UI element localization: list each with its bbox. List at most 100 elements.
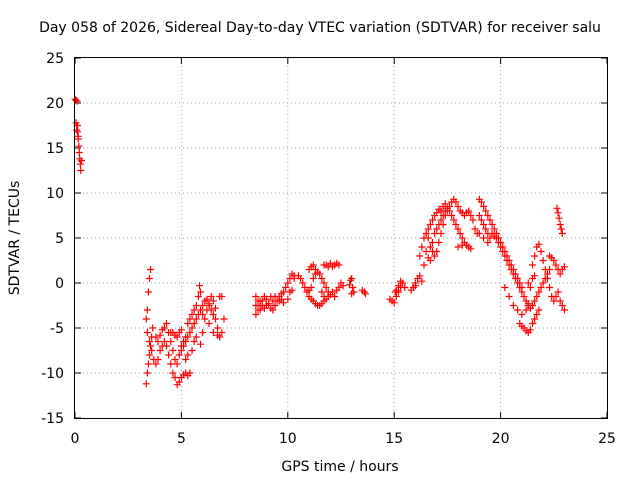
data-point <box>557 225 565 233</box>
data-point <box>167 338 175 345</box>
data-point <box>556 270 564 278</box>
y-tick-label: 25 <box>46 51 64 67</box>
data-point <box>280 288 288 296</box>
data-point <box>454 243 462 251</box>
data-point <box>535 240 543 248</box>
data-point <box>556 297 564 305</box>
data-point <box>505 261 513 269</box>
data-point <box>145 351 153 359</box>
data-point <box>156 331 164 339</box>
data-point <box>526 304 534 312</box>
x-tick-label: 25 <box>598 431 616 447</box>
data-point <box>145 275 153 282</box>
data-point <box>537 284 545 291</box>
data-point <box>397 277 405 285</box>
data-point <box>446 207 454 215</box>
data-point <box>452 198 460 206</box>
data-point <box>171 374 179 381</box>
data-point <box>475 212 483 219</box>
data-point <box>441 200 449 208</box>
data-point <box>526 284 534 291</box>
data-point <box>201 315 209 323</box>
x-tick-label: 20 <box>492 431 510 447</box>
x-tick-label: 15 <box>385 431 403 447</box>
data-point <box>514 279 522 287</box>
data-point <box>214 324 222 332</box>
data-point <box>429 216 437 224</box>
data-point <box>322 284 330 291</box>
data-point <box>437 207 445 215</box>
data-point <box>318 288 326 296</box>
data-point <box>209 311 217 318</box>
data-point <box>177 326 185 334</box>
data-point <box>560 263 568 271</box>
data-point <box>392 293 400 300</box>
data-point <box>309 261 317 269</box>
data-point <box>297 275 305 282</box>
series-peak-16.2-19h <box>416 195 481 269</box>
data-point <box>263 302 271 309</box>
data-point <box>518 311 526 318</box>
data-point <box>173 333 181 341</box>
data-point <box>167 360 175 368</box>
data-point <box>184 320 192 327</box>
data-point <box>516 284 524 291</box>
data-point <box>192 333 200 341</box>
data-point <box>450 216 458 224</box>
data-point <box>394 282 402 290</box>
y-tick-label: 15 <box>46 141 64 157</box>
data-point <box>429 239 437 246</box>
data-point <box>424 225 432 233</box>
data-point <box>160 324 168 332</box>
data-point <box>480 221 488 228</box>
data-point <box>518 288 526 296</box>
data-point <box>171 356 179 363</box>
data-point <box>256 297 264 305</box>
data-point <box>182 338 190 345</box>
series-arc-3.5h <box>142 266 194 389</box>
data-point <box>252 302 260 309</box>
data-point <box>218 329 226 336</box>
data-point <box>72 96 80 104</box>
data-point <box>199 329 207 336</box>
series-cluster-10.5-12h <box>294 259 347 309</box>
data-point <box>209 329 217 336</box>
data-point <box>320 279 328 287</box>
data-point <box>284 295 292 303</box>
y-tick-label: 20 <box>46 96 64 112</box>
data-point <box>252 293 260 300</box>
data-point <box>190 306 198 314</box>
data-point <box>501 284 509 291</box>
data-point <box>484 239 492 246</box>
data-point <box>143 369 151 377</box>
data-point <box>486 216 494 224</box>
data-point <box>284 279 292 287</box>
data-point <box>169 347 177 354</box>
data-point <box>74 122 82 129</box>
data-point <box>186 315 194 323</box>
data-point <box>471 225 479 233</box>
data-point <box>509 270 517 278</box>
data-point <box>192 315 200 323</box>
data-point <box>422 248 430 255</box>
data-point <box>437 216 445 224</box>
data-point <box>173 360 181 368</box>
data-point <box>349 284 357 291</box>
data-point <box>175 351 183 359</box>
data-point <box>539 279 547 287</box>
data-point <box>431 252 439 260</box>
data-point <box>456 230 464 237</box>
data-point <box>269 306 277 314</box>
data-point <box>307 284 315 291</box>
data-point <box>469 216 477 224</box>
data-point <box>553 204 561 212</box>
data-point <box>163 342 171 350</box>
x-tick-label: 0 <box>71 431 80 447</box>
data-point <box>507 266 515 273</box>
data-point <box>503 257 511 264</box>
data-point <box>424 234 432 242</box>
series-band-8.5-11h <box>252 270 298 318</box>
data-point <box>154 356 162 363</box>
data-point <box>548 254 556 262</box>
data-point <box>286 288 294 296</box>
